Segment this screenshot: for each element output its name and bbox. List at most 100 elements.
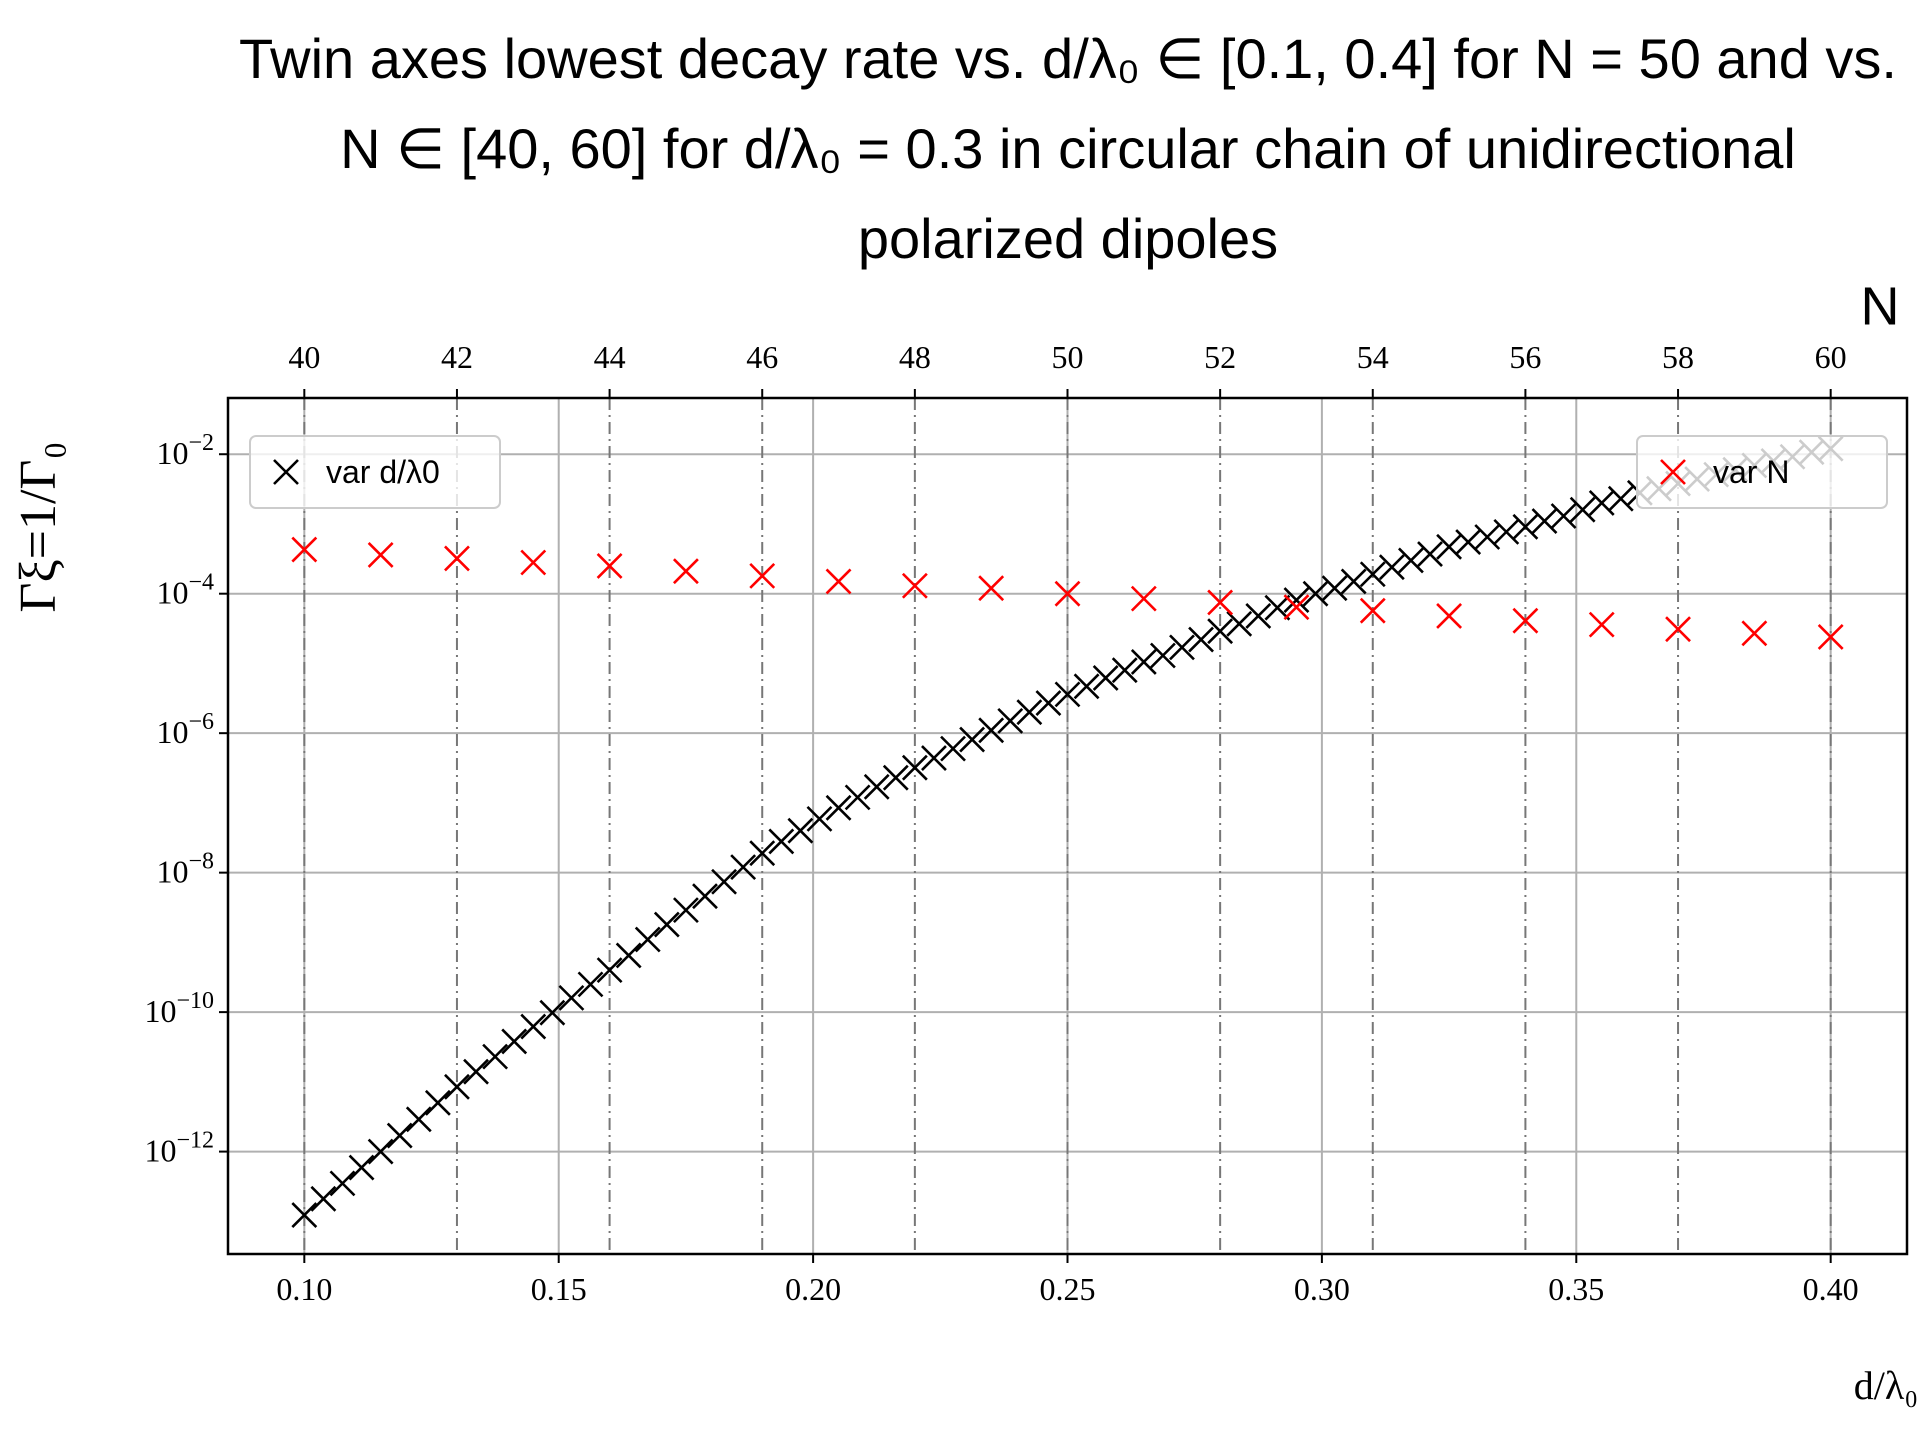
marker bbox=[1417, 541, 1443, 567]
x2-tick-label: 44 bbox=[594, 339, 626, 375]
y-tick-label: 10−6 bbox=[156, 709, 214, 750]
x2-tick-label: 52 bbox=[1204, 339, 1236, 375]
y-axis-label: Γξ=1/Γ₀ bbox=[10, 441, 67, 612]
marker bbox=[291, 1202, 318, 1228]
marker bbox=[1264, 594, 1291, 621]
chart-title: Twin axes lowest decay rate vs. d/λ₀ ∈ [… bbox=[239, 27, 1897, 270]
marker bbox=[901, 754, 928, 781]
marker bbox=[1073, 673, 1100, 700]
marker bbox=[1130, 585, 1157, 612]
x2-tick-label: 40 bbox=[288, 339, 320, 375]
marker bbox=[539, 999, 566, 1026]
marker bbox=[997, 707, 1024, 734]
marker bbox=[978, 717, 1005, 744]
legend-marker bbox=[1660, 459, 1686, 485]
legend: var N bbox=[1636, 435, 1888, 509]
legend-box bbox=[1636, 435, 1888, 509]
marker bbox=[1130, 649, 1157, 675]
marker bbox=[901, 572, 928, 599]
marker bbox=[672, 558, 699, 585]
marker bbox=[1550, 503, 1577, 529]
y-tick-label: 10−10 bbox=[144, 988, 214, 1029]
marker bbox=[1455, 529, 1482, 555]
marker bbox=[1340, 568, 1367, 595]
marker bbox=[558, 984, 585, 1011]
marker bbox=[711, 868, 737, 895]
x2-tick-label: 60 bbox=[1815, 339, 1847, 375]
x2-tick-label: 56 bbox=[1509, 339, 1541, 375]
grid bbox=[219, 389, 1907, 1263]
marker bbox=[291, 536, 318, 563]
y-tick-label: 10−12 bbox=[144, 1128, 214, 1169]
x2-tick-label: 58 bbox=[1662, 339, 1694, 375]
marker bbox=[863, 773, 890, 800]
legend-box bbox=[249, 435, 501, 509]
marker bbox=[1283, 587, 1310, 613]
marker bbox=[444, 545, 470, 572]
marker bbox=[1493, 518, 1520, 545]
marker bbox=[825, 568, 852, 595]
marker bbox=[1436, 533, 1463, 560]
marker bbox=[1474, 524, 1501, 550]
marker bbox=[520, 1013, 547, 1040]
marker bbox=[1245, 603, 1272, 629]
marker bbox=[1398, 547, 1424, 574]
marker bbox=[501, 1028, 528, 1055]
legend: var d/λ0 bbox=[249, 435, 501, 509]
y-tick-label: 10−2 bbox=[156, 430, 214, 471]
marker bbox=[825, 794, 852, 821]
marker bbox=[1054, 681, 1081, 708]
x2-axis-label: N bbox=[1861, 276, 1900, 336]
marker bbox=[882, 764, 909, 791]
legend-label: var N bbox=[1713, 454, 1789, 490]
x2-tick-label: 50 bbox=[1052, 339, 1084, 375]
axes-frame bbox=[226, 396, 1909, 1256]
marker bbox=[768, 828, 795, 855]
marker bbox=[1226, 610, 1253, 637]
marker bbox=[1436, 603, 1463, 629]
marker bbox=[634, 926, 661, 953]
marker bbox=[1054, 580, 1081, 607]
marker bbox=[749, 562, 776, 589]
marker bbox=[1588, 490, 1615, 516]
y-tick-label: 10−4 bbox=[156, 570, 214, 611]
marker bbox=[367, 541, 394, 568]
marker bbox=[310, 1185, 337, 1212]
marker bbox=[1665, 616, 1691, 643]
marker bbox=[596, 553, 623, 579]
marker bbox=[1359, 561, 1386, 588]
x2-tick-label: 42 bbox=[441, 339, 473, 375]
x-axis-label: d/λ₀ bbox=[1854, 1363, 1918, 1408]
marker bbox=[1207, 589, 1234, 616]
x2-tick-label: 48 bbox=[899, 339, 931, 375]
marker bbox=[596, 957, 623, 984]
marker bbox=[1531, 508, 1558, 534]
marker bbox=[730, 854, 757, 881]
marker bbox=[1569, 496, 1596, 523]
marker bbox=[844, 784, 871, 811]
legend-label: var d/λ0 bbox=[326, 454, 440, 490]
marker bbox=[329, 1170, 356, 1197]
marker bbox=[959, 726, 986, 753]
marker bbox=[1302, 580, 1329, 607]
marker bbox=[463, 1058, 489, 1085]
marker bbox=[424, 1089, 451, 1116]
marker bbox=[348, 1154, 375, 1181]
x-tick-label: 0.40 bbox=[1803, 1271, 1859, 1307]
marker bbox=[1169, 634, 1195, 661]
marker bbox=[978, 575, 1005, 602]
marker bbox=[1321, 575, 1348, 602]
marker bbox=[1741, 620, 1768, 647]
marker bbox=[367, 1138, 394, 1165]
x-tick-label: 0.30 bbox=[1294, 1271, 1350, 1307]
marker bbox=[672, 897, 699, 924]
marker bbox=[940, 735, 966, 762]
x-tick-label: 0.10 bbox=[276, 1271, 332, 1307]
marker bbox=[1378, 554, 1405, 581]
marker bbox=[1207, 618, 1234, 645]
marker bbox=[386, 1122, 413, 1149]
marker bbox=[577, 971, 604, 998]
marker bbox=[921, 745, 947, 771]
marker bbox=[749, 840, 776, 867]
